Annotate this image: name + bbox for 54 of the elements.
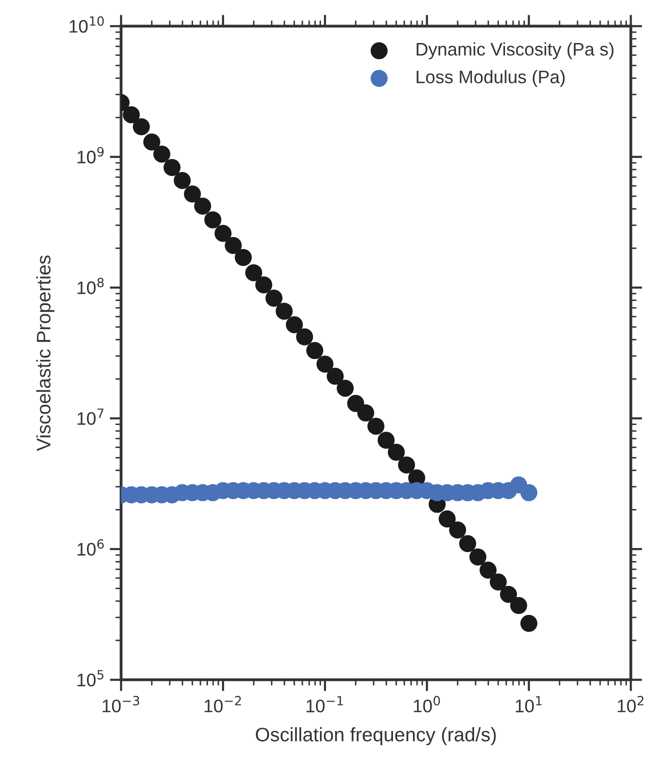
point xyxy=(438,510,456,528)
x-tick-label: 10$^{2}$ xyxy=(618,696,644,712)
point xyxy=(520,614,538,632)
point xyxy=(132,118,150,136)
point xyxy=(388,444,405,461)
point xyxy=(255,276,272,294)
legend-label: Loss Modulus (Pa) xyxy=(416,70,565,87)
point xyxy=(520,484,538,502)
point xyxy=(164,158,181,176)
y-tick-label: 10$^{10}$ xyxy=(70,16,104,33)
point xyxy=(336,380,354,397)
point xyxy=(265,290,282,307)
y-tick-label: 10$^{8}$ xyxy=(78,278,104,294)
point xyxy=(276,302,293,320)
point xyxy=(490,573,507,590)
point xyxy=(214,224,232,242)
point xyxy=(398,456,416,474)
point xyxy=(347,394,364,412)
point xyxy=(306,342,324,360)
point xyxy=(245,264,262,282)
point xyxy=(469,548,486,566)
point xyxy=(204,211,222,228)
point xyxy=(378,432,395,449)
point xyxy=(153,146,170,163)
point xyxy=(480,562,497,579)
legend-label: Dynamic Viscosity (Pa s) xyxy=(416,42,614,60)
y-tick-label: 10$^{7}$ xyxy=(78,408,104,425)
point xyxy=(316,356,334,373)
point xyxy=(224,236,242,254)
point xyxy=(357,404,374,422)
point xyxy=(449,521,466,538)
point xyxy=(500,586,517,603)
point xyxy=(510,597,528,614)
x-axis-title: Oscillation frequency (rad/s) xyxy=(256,727,496,746)
y-axis-title: Viscoelastic Properties xyxy=(36,255,54,452)
point xyxy=(122,106,140,124)
point xyxy=(459,535,476,552)
point xyxy=(174,172,191,189)
x-tick-label: 10$^{1}$ xyxy=(516,696,542,712)
point xyxy=(367,418,384,435)
point xyxy=(296,328,314,346)
point xyxy=(184,186,201,203)
point xyxy=(326,368,344,385)
x-tick-label: 10$^{−2}$ xyxy=(204,696,241,712)
point xyxy=(194,198,212,215)
point xyxy=(234,248,252,266)
x-tick-label: 10$^{0}$ xyxy=(414,696,440,712)
y-tick-label: 10$^{9}$ xyxy=(78,146,104,164)
y-tick-label: 10$^{6}$ xyxy=(78,539,104,556)
point xyxy=(143,133,160,150)
x-tick-label: 10$^{−1}$ xyxy=(306,696,343,712)
y-tick-label: 10$^{5}$ xyxy=(78,670,104,686)
point xyxy=(286,316,303,334)
x-tick-label: 10$^{−3}$ xyxy=(102,696,140,712)
